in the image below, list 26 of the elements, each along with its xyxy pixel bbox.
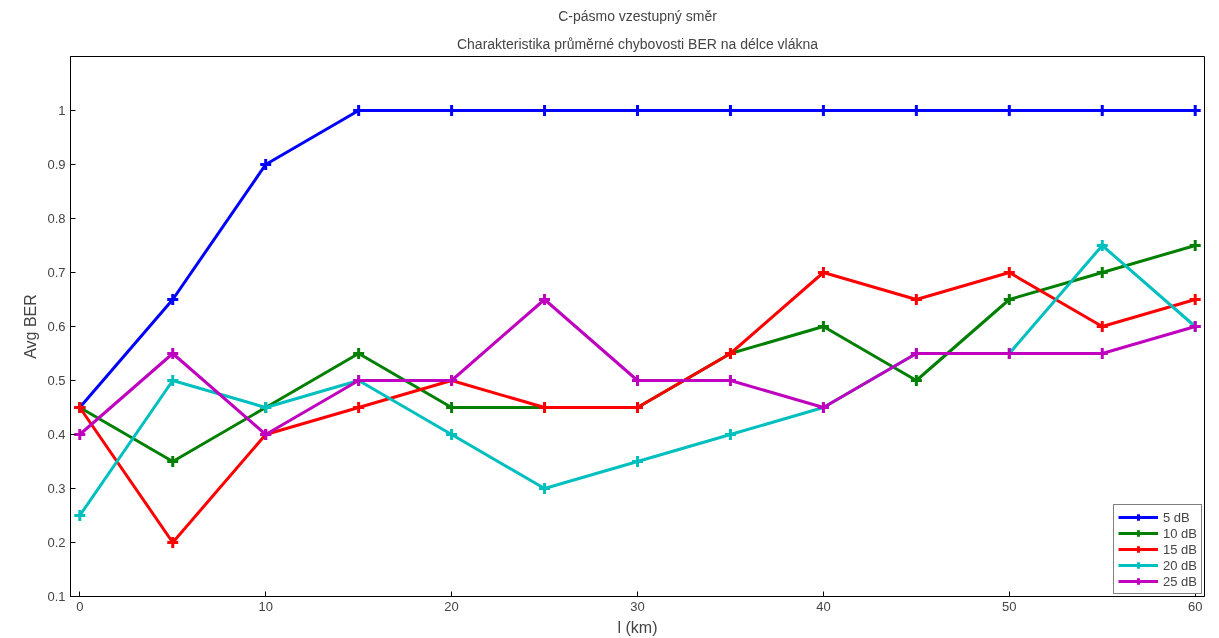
legend-label: 15 dB (1163, 541, 1197, 557)
x-axis-title: l (km) (617, 618, 658, 636)
y-tick-label: 0.2 (47, 535, 66, 550)
y-tick-label: 1 (58, 103, 66, 118)
y-tick-label: 0.5 (47, 373, 66, 388)
y-tick-label: 0.8 (47, 211, 66, 226)
y-tick-label: 0.3 (47, 481, 66, 496)
x-tick-label: 60 (1187, 598, 1203, 614)
x-tick-label: 50 (1002, 598, 1017, 614)
y-tick-label: 0.4 (47, 427, 66, 442)
y-tick-label: 0.6 (47, 319, 66, 334)
x-tick-label: 30 (630, 598, 645, 614)
x-tick-label: 0 (76, 598, 84, 614)
legend-label: 25 dB (1163, 573, 1197, 589)
chart-subtitle: Charakteristika průměrné chybovosti BER na délce vlákna (456, 35, 819, 52)
legend-label: 10 dB (1163, 525, 1197, 541)
y-axis-title: Avg BER (22, 294, 40, 359)
y-tick-label: 0.1 (47, 589, 66, 604)
x-tick-label: 20 (444, 598, 459, 614)
legend-label: 20 dB (1163, 557, 1197, 573)
chart-title: C-pásmo vzestupný směr (558, 7, 718, 24)
legend-label: 5 dB (1163, 509, 1190, 525)
y-tick-label: 0.7 (47, 265, 66, 280)
y-tick-label: 0.9 (47, 157, 66, 172)
x-tick-label: 10 (258, 598, 273, 614)
x-tick-label: 40 (816, 598, 831, 614)
